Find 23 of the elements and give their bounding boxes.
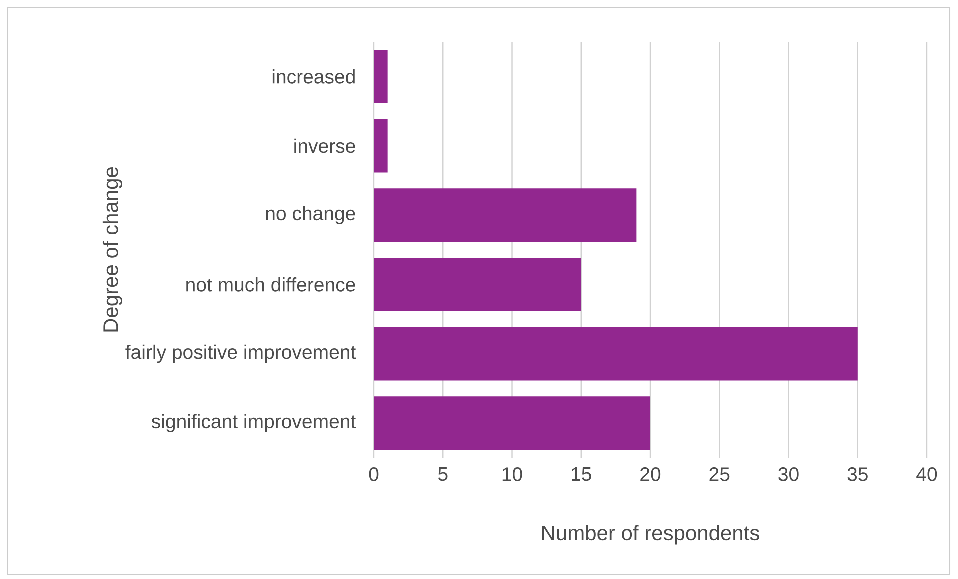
x-tick-label: 0 [369, 468, 379, 482]
bar [374, 327, 858, 381]
y-axis-title: Degree of change [102, 168, 123, 332]
y-tick-label: inverse [294, 138, 356, 154]
x-tick-label: 35 [848, 468, 868, 482]
bar [374, 258, 582, 312]
x-tick-label: 20 [640, 468, 661, 482]
x-tick-label: 15 [572, 468, 592, 482]
x-axis-title: Number of respondents [542, 525, 760, 545]
x-tick-label: 5 [438, 468, 448, 482]
x-tick-label: 30 [778, 468, 799, 482]
y-tick-label: increased [272, 70, 355, 84]
x-tick-label: 10 [502, 468, 522, 482]
x-tick-label: 25 [710, 468, 730, 482]
bar [374, 50, 388, 104]
y-tick-label: no change [266, 206, 356, 224]
x-tick-label: 40 [916, 468, 938, 482]
y-tick-label: not much difference [186, 278, 356, 292]
bar [374, 119, 388, 173]
bar [374, 188, 637, 242]
y-tick-label: significant improvement [152, 414, 356, 432]
y-tick-label: fairly positive improvement [126, 344, 356, 364]
bar [374, 396, 651, 450]
